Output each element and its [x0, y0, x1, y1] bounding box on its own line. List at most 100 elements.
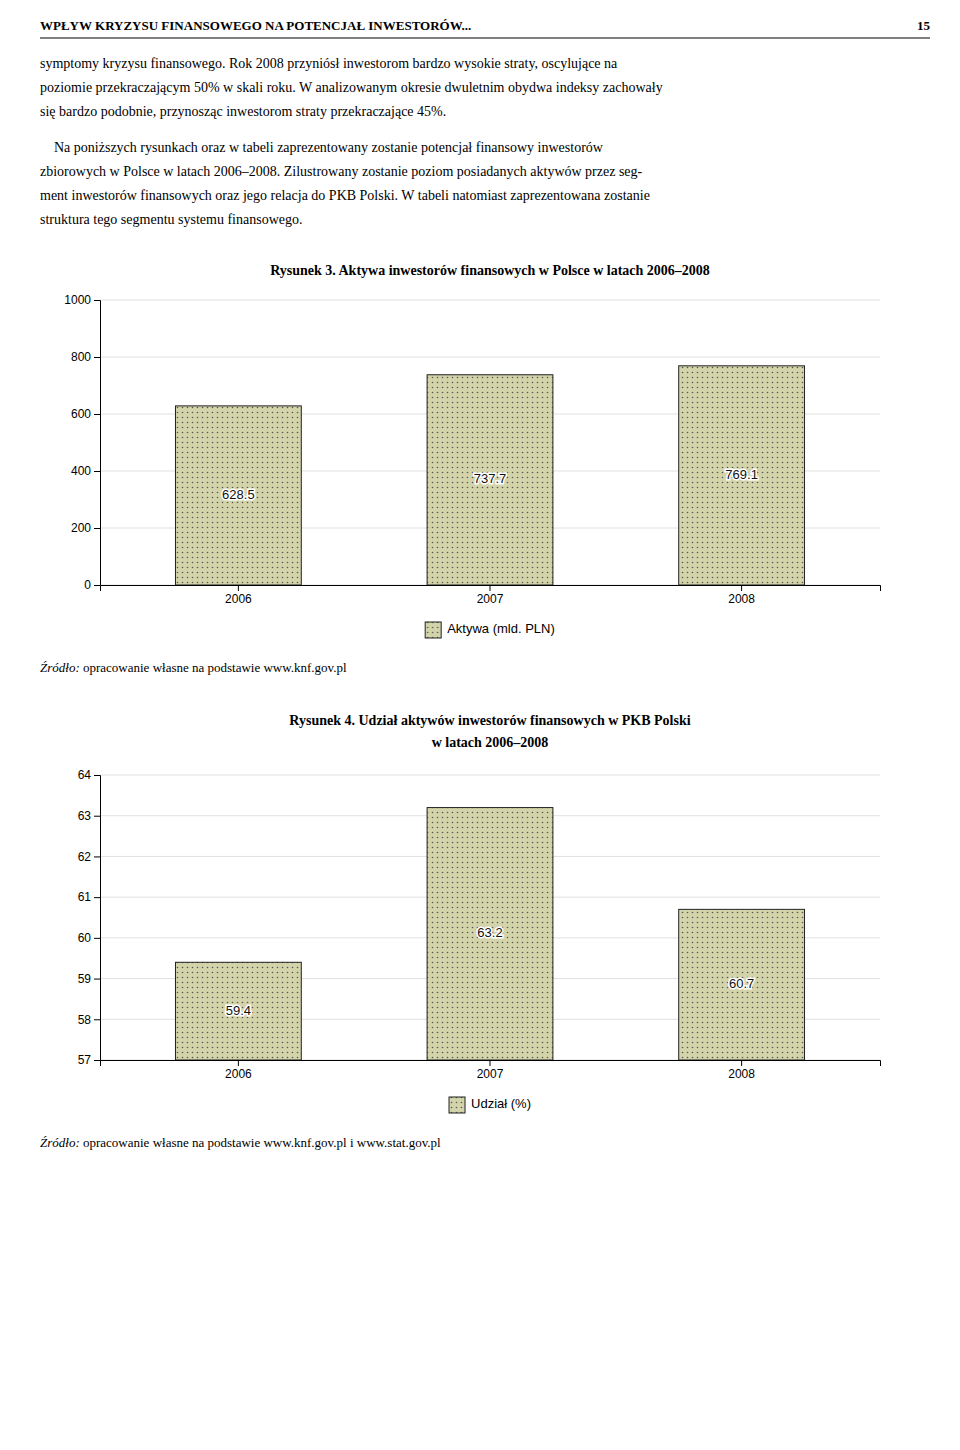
y-tick-mark: [94, 897, 100, 898]
y-tick-mark: [94, 938, 100, 939]
data-label: 59.4: [226, 1003, 251, 1018]
paragraph-line: poziomie przekraczającym 50% w skali rok…: [40, 80, 663, 95]
bar: [175, 962, 301, 1060]
source-label: Źródło:: [40, 1135, 80, 1150]
x-tick-mark: [490, 585, 491, 591]
y-tick: 62: [78, 850, 100, 864]
legend-swatch: [449, 1097, 465, 1113]
y-tick-mark: [94, 979, 100, 980]
y-tick: 600: [71, 407, 100, 421]
bar: [427, 808, 553, 1060]
grid-line: [100, 357, 880, 358]
x-tick-label: 2008: [728, 1067, 755, 1081]
grid: [100, 775, 880, 1060]
paragraph-line: struktura tego segmentu systemu finansow…: [40, 212, 302, 227]
y-tick-label: 57: [78, 1053, 92, 1067]
y-tick-label: 200: [71, 521, 91, 535]
grid-line: [100, 775, 880, 776]
y-tick-label: 58: [78, 1013, 92, 1027]
x-axis-line: [101, 1061, 881, 1067]
y-tick-label: 63: [78, 809, 92, 823]
chart: Rysunek 4. Udział aktywów inwestorów fin…: [40, 713, 881, 1150]
data-labels: 59.4 63.2 60.7: [226, 925, 755, 1017]
legend: Udział (%): [449, 1096, 531, 1113]
paragraph-line: ment inwestorów finansowych oraz jego re…: [40, 188, 650, 203]
data-label: 737.7: [474, 471, 507, 486]
header-rule: [40, 38, 930, 39]
y-tick-mark: [94, 1060, 100, 1061]
y-axis: 0 200 400 600 800 1000: [64, 293, 100, 592]
bar: [679, 909, 805, 1060]
y-axis: 57 58 59 60 61 62 63 64: [78, 768, 101, 1067]
paragraph-line: symptomy kryzysu finansowego. Rok 2008 p…: [40, 56, 618, 71]
data-label: 628.5: [222, 487, 255, 502]
y-tick: 63: [78, 809, 100, 823]
y-tick-label: 1000: [64, 293, 91, 307]
y-tick: 800: [71, 350, 100, 364]
bars: [175, 808, 804, 1060]
bars: [175, 366, 804, 585]
y-tick-mark: [94, 585, 100, 586]
x-tick-label: 2006: [225, 592, 252, 606]
bar: [679, 366, 805, 585]
chart-title: Rysunek 4. Udział aktywów inwestorów fin…: [289, 713, 690, 728]
chart: Rysunek 3. Aktywa inwestorów finansowych…: [40, 263, 881, 675]
x-tick: 2006: [225, 585, 252, 606]
y-tick-mark: [94, 414, 100, 415]
y-tick-label: 64: [78, 768, 92, 782]
data-labels: 628.5737.7769.1: [222, 467, 758, 502]
y-tick: 64: [78, 768, 100, 782]
source-label: Źródło:: [40, 660, 80, 675]
y-tick-label: 600: [71, 407, 91, 421]
x-tick: 2008: [728, 1060, 755, 1081]
data-label: 60.7: [729, 976, 754, 991]
page-number: 15: [917, 18, 931, 33]
chart-title: Rysunek 3. Aktywa inwestorów finansowych…: [270, 263, 710, 278]
bar: [427, 375, 553, 585]
x-axis-line: [101, 586, 881, 592]
legend-label: Aktywa (mld. PLN): [447, 621, 555, 636]
x-tick-mark: [490, 1060, 491, 1066]
y-tick-label: 61: [78, 890, 92, 904]
paragraph-line: Na poniższych rysunkach oraz w tabeli za…: [40, 140, 604, 155]
x-tick-label: 2007: [477, 592, 504, 606]
y-tick: 57: [78, 1053, 100, 1067]
legend: Aktywa (mld. PLN): [425, 621, 555, 638]
source-text: opracowanie własne na podstawie www.knf.…: [80, 1135, 441, 1150]
page-title: WPŁYW KRYZYSU FINANSOWEGO NA POTENCJAŁ I…: [40, 18, 471, 33]
x-tick-mark: [238, 585, 239, 591]
source: Źródło: opracowanie własne na podstawie …: [40, 1135, 441, 1150]
bar: [175, 406, 301, 585]
y-tick-label: 60: [78, 931, 92, 945]
y-tick-mark: [94, 775, 100, 776]
grid-line: [100, 300, 880, 301]
grid: [100, 300, 880, 585]
y-tick-label: 800: [71, 350, 91, 364]
x-axis: 200620072008: [101, 1060, 881, 1081]
x-tick-label: 2006: [225, 1067, 252, 1081]
data-label: 63.2: [477, 925, 502, 940]
y-tick: 200: [71, 521, 100, 535]
y-tick: 61: [78, 890, 100, 904]
x-tick-mark: [238, 1060, 239, 1066]
y-axis-line: [94, 301, 101, 586]
y-tick-mark: [94, 856, 100, 857]
legend-swatch: [425, 622, 441, 638]
x-tick: 2008: [728, 585, 755, 606]
x-tick: 2006: [225, 1060, 252, 1081]
x-axis: 2006 2007 2008: [101, 585, 881, 606]
y-tick-mark: [94, 300, 100, 301]
y-tick-mark: [94, 528, 100, 529]
x-tick-mark: [741, 1060, 742, 1066]
y-tick-label: 0: [84, 578, 91, 592]
y-tick-label: 59: [78, 972, 92, 986]
y-tick-mark: [94, 816, 100, 817]
y-axis-line: [94, 776, 101, 1061]
x-tick: 2007: [477, 585, 504, 606]
y-tick-mark: [94, 1019, 100, 1020]
source: Źródło: opracowanie własne na podstawie …: [40, 660, 347, 675]
y-tick-label: 62: [78, 850, 92, 864]
y-tick-label: 400: [71, 464, 91, 478]
y-tick: 60: [78, 931, 100, 945]
paragraph-line: zbiorowych w Polsce w latach 2006–2008. …: [40, 164, 643, 179]
